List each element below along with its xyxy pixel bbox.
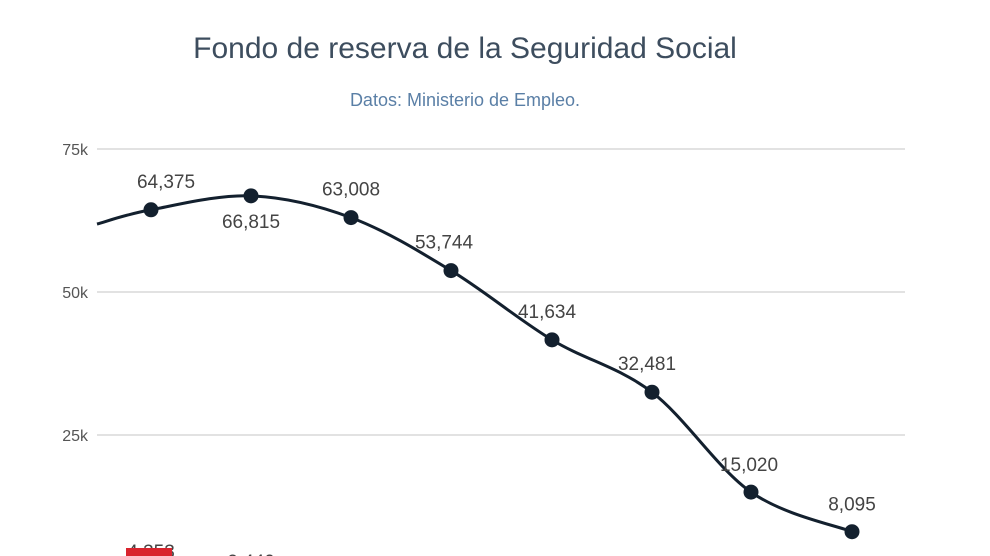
chart-subtitle: Datos: Ministerio de Empleo. <box>350 90 580 110</box>
y-tick-label: 50k <box>62 285 89 302</box>
data-point <box>243 188 259 204</box>
data-label: 53,744 <box>415 233 474 254</box>
y-axis: 75k 50k 25k <box>62 142 89 445</box>
data-label: 41,634 <box>518 302 577 323</box>
y-tick-label: 75k <box>62 142 89 159</box>
bar-value-label: 2,440 <box>227 552 275 556</box>
data-point <box>644 384 660 400</box>
data-point <box>443 263 459 279</box>
chart-title: Fondo de reserva de la Seguridad Social <box>193 32 737 65</box>
grid-lines <box>97 148 905 436</box>
y-tick-label: 25k <box>62 428 89 445</box>
bar <box>126 548 172 556</box>
data-point <box>544 332 560 348</box>
data-point <box>343 210 359 226</box>
data-point <box>143 202 159 218</box>
data-label: 32,481 <box>618 354 676 375</box>
data-label: 15,020 <box>720 455 778 476</box>
data-point <box>844 524 860 540</box>
data-point <box>743 484 759 500</box>
data-label: 8,095 <box>828 495 876 516</box>
data-label: 66,815 <box>222 212 280 233</box>
data-labels: 64,375 66,815 63,008 53,744 41,634 32,481 15,0… <box>137 172 876 516</box>
series-line <box>96 194 853 534</box>
data-label: 63,008 <box>322 180 380 201</box>
data-points <box>143 188 860 540</box>
partial-bars: 4,3532,440 <box>126 542 275 556</box>
data-label: 64,375 <box>137 172 195 193</box>
